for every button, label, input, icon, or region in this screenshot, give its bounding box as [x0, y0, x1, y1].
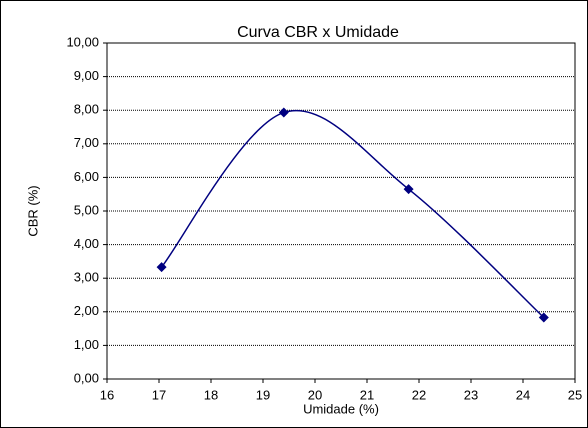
x-tick-label: 16	[100, 387, 114, 402]
y-tick-label: 7,00	[74, 135, 99, 150]
y-axis-label: CBR (%)	[25, 185, 40, 236]
x-axis-label: Umidade (%)	[303, 401, 379, 416]
plot-area	[106, 42, 576, 380]
y-tick-label: 1,00	[74, 337, 99, 352]
marker	[538, 312, 549, 323]
y-tick-label: 10,00	[66, 34, 99, 49]
x-tick-label: 24	[516, 387, 530, 402]
y-tick-label: 3,00	[74, 270, 99, 285]
x-tick-label: 18	[204, 387, 218, 402]
y-tick-label: 0,00	[74, 370, 99, 385]
y-tick-label: 4,00	[74, 236, 99, 251]
y-tick-label: 5,00	[74, 202, 99, 217]
y-tick-label: 9,00	[74, 68, 99, 83]
y-tick-label: 6,00	[74, 169, 99, 184]
chart-title: Curva CBR x Umidade	[237, 24, 399, 41]
line	[161, 109, 545, 319]
x-tick-label: 22	[412, 387, 426, 402]
marker	[403, 184, 414, 195]
marker	[278, 107, 289, 118]
x-tick-label: 23	[464, 387, 478, 402]
y-tick-label: 8,00	[74, 102, 99, 117]
marker	[156, 262, 167, 273]
x-tick-label: 20	[308, 387, 322, 402]
x-tick-label: 25	[568, 387, 582, 402]
x-tick-label: 17	[152, 387, 166, 402]
x-tick-label: 21	[360, 387, 374, 402]
y-tick-label: 2,00	[74, 303, 99, 318]
x-tick-label: 19	[256, 387, 270, 402]
